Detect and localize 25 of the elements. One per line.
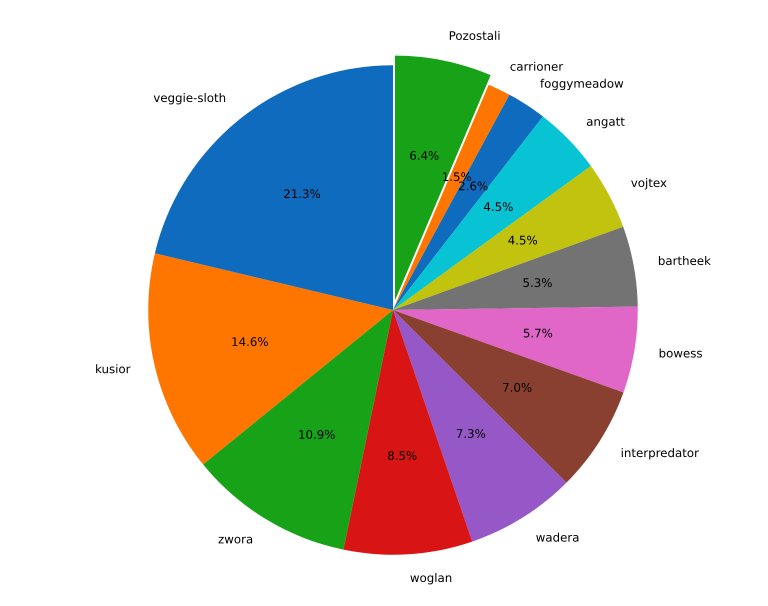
slice-label: bartheek: [658, 256, 711, 266]
data-label: 2.6%: [459, 181, 488, 190]
slice-label: woglan: [410, 572, 452, 584]
slice-label: veggie-sloth: [154, 93, 226, 104]
data-label: 5.3%: [523, 278, 552, 288]
data-label: 5.7%: [524, 328, 552, 338]
data-label: 4.5%: [484, 202, 513, 212]
data-label: 14.6%: [232, 337, 268, 346]
slice-label: bowess: [660, 348, 702, 358]
data-label: 7.0%: [503, 382, 532, 392]
data-label: 4.5%: [508, 236, 538, 245]
slice-label: wadera: [536, 532, 578, 542]
data-label: 8.5%: [388, 451, 417, 460]
data-label: 6.4%: [410, 150, 439, 160]
slice-label: foggymeadow: [540, 78, 624, 90]
slice-label: angatt: [586, 117, 625, 128]
slice-label: kusior: [96, 364, 131, 374]
data-label: 10.9%: [299, 430, 335, 439]
data-label: 7.3%: [456, 429, 486, 438]
slice-label: vojtex: [631, 178, 667, 190]
slice-label: zwora: [218, 536, 252, 544]
slice-label: Pozostali: [450, 30, 500, 40]
data-label: 21.3%: [284, 189, 320, 198]
slice-label: interpredator: [622, 448, 699, 460]
slice-label: carrioner: [510, 62, 564, 71]
